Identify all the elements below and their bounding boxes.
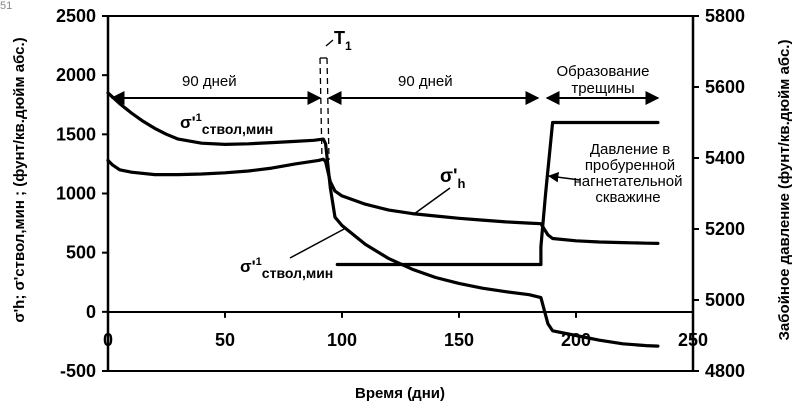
fracture-label-1: Образование: [557, 63, 650, 80]
pressure-label-2: пробуренной: [585, 157, 675, 174]
left-ticks: -500 0 500 1000 1500 2000 2500: [56, 6, 108, 381]
pressure-label-4: скважине: [595, 189, 660, 206]
t1-label: T1: [334, 28, 352, 53]
wellbore-lower-main: σ': [240, 257, 256, 276]
pressure-label-3: нагнетательной: [573, 173, 682, 190]
corner-mark: 51: [0, 0, 12, 12]
x-tick-label: 100: [327, 330, 357, 350]
x-tick-label: 0: [103, 330, 113, 350]
period1-label: 90 дней: [182, 73, 237, 90]
t1-dash-left: [320, 58, 322, 160]
series-labels: σ'1ствол,мин σ'h σ'1ствол,мин Давление в…: [180, 112, 683, 281]
left-tick-label: 0: [86, 302, 96, 322]
wellbore-lower-leader: [290, 228, 346, 258]
wellbore-upper-main: σ': [180, 113, 196, 132]
t1-main: T: [334, 28, 345, 48]
pressure-label-1: Давление в: [590, 141, 670, 158]
t1-leader: [326, 40, 333, 46]
y-axis-title-right: Забойное давление (фунт/кв.дюйм абс.): [776, 40, 793, 341]
sigma-h-line: [108, 159, 658, 243]
sigma-h-leader: [414, 188, 450, 214]
wellbore-upper-label: σ'1ствол,мин: [180, 112, 273, 137]
period-arrows: 90 дней 90 дней Образование трещины: [112, 63, 658, 98]
left-tick-label: 1500: [56, 124, 96, 144]
x-axis-title: Время (дни): [355, 385, 445, 402]
sigma-h-sub: h: [458, 176, 466, 191]
sigma-h-main: σ': [440, 166, 458, 187]
right-ticks: 4800 5000 5200 5400 5600 5800: [693, 6, 745, 381]
left-tick-label: 1000: [56, 184, 96, 204]
right-tick-label: 5200: [705, 219, 745, 239]
t1-sub: 1: [345, 39, 352, 53]
x-tick-label: 50: [215, 330, 235, 350]
right-tick-label: 5000: [705, 290, 745, 310]
right-tick-label: 5800: [705, 6, 745, 26]
wellbore-lower-label: σ'1ствол,мин: [240, 256, 333, 281]
right-tick-label: 4800: [705, 361, 745, 381]
left-tick-label: 2500: [56, 6, 96, 26]
x-tick-label: 150: [444, 330, 474, 350]
right-tick-label: 5400: [705, 148, 745, 168]
sigma-h-label: σ'h: [440, 166, 466, 191]
right-tick-label: 5600: [705, 77, 745, 97]
left-tick-label: -500: [60, 361, 96, 381]
x-tick-label: 250: [678, 330, 708, 350]
fracture-label-2: трещины: [571, 80, 634, 97]
period2-label: 90 дней: [398, 73, 453, 90]
left-tick-label: 500: [66, 243, 96, 263]
y-axis-title-left: σ'h; σ'ствол,мин ; (фунт/кв.дюйм абс.): [11, 37, 28, 322]
left-tick-label: 2000: [56, 65, 96, 85]
wellbore-upper-sub: ствол,мин: [202, 121, 273, 137]
wellbore-lower-sub: ствол,мин: [262, 265, 333, 281]
